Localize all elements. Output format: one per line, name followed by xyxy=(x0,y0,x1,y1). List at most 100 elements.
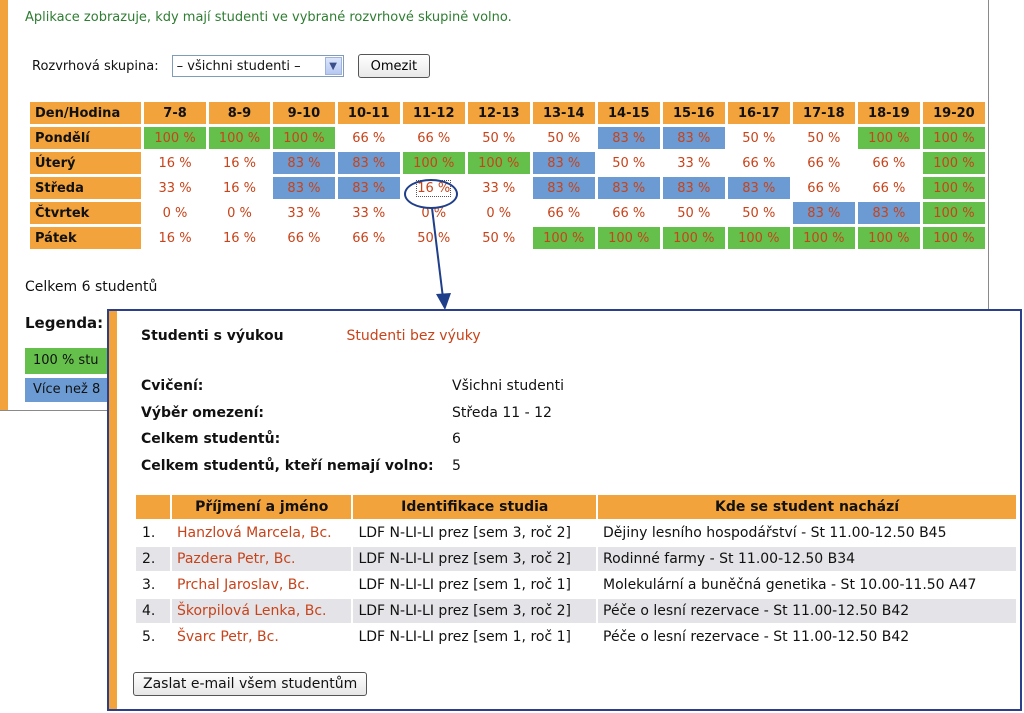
study-id: LDF N-LI-LI prez [sem 3, roč 2] xyxy=(353,599,597,623)
availability-cell[interactable]: 66 % xyxy=(792,177,855,199)
availability-cell[interactable]: 100 % xyxy=(208,127,271,149)
header-hour: 7-8 xyxy=(144,102,206,124)
info-label: Celkem studentů, kteří nemají volno: xyxy=(141,457,434,474)
schedule-group-select[interactable]: – všichni studenti – ▼ xyxy=(171,55,344,77)
day-name: Středa xyxy=(30,177,142,199)
info-row: Výběr omezení: Středa 11 - 12 xyxy=(141,400,564,427)
availability-cell[interactable]: 83 % xyxy=(337,152,400,174)
availability-cell[interactable]: 100 % xyxy=(922,227,985,249)
availability-cell[interactable]: 66 % xyxy=(337,127,400,149)
availability-cell[interactable]: 100 % xyxy=(467,152,530,174)
availability-cell[interactable]: 83 % xyxy=(727,177,790,199)
availability-value: 33 % xyxy=(158,180,192,196)
availability-cell[interactable]: 50 % xyxy=(662,202,725,224)
availability-cell[interactable]: 83 % xyxy=(662,177,725,199)
availability-value: 100 % xyxy=(543,230,585,246)
restrict-button[interactable]: Omezit xyxy=(357,54,431,78)
availability-cell[interactable]: 100 % xyxy=(792,227,855,249)
availability-cell[interactable]: 66 % xyxy=(273,227,335,249)
availability-value: 50 % xyxy=(482,230,516,246)
availability-cell[interactable]: 66 % xyxy=(857,177,920,199)
availability-cell[interactable]: 50 % xyxy=(467,227,530,249)
availability-value: 83 % xyxy=(287,155,321,171)
availability-window: Aplikace zobrazuje, kdy mají studenti ve… xyxy=(0,0,989,411)
student-name-link[interactable]: Švarc Petr, Bc. xyxy=(177,629,279,645)
availability-value: 33 % xyxy=(677,155,711,171)
availability-cell[interactable]: 100 % xyxy=(922,152,985,174)
availability-cell[interactable]: 83 % xyxy=(532,152,595,174)
availability-value: 66 % xyxy=(872,180,906,196)
tab-students-without-class[interactable]: Studenti bez výuky xyxy=(346,328,481,344)
info-value: Středa 11 - 12 xyxy=(452,404,552,421)
availability-cell[interactable]: 50 % xyxy=(597,152,660,174)
availability-cell[interactable]: 100 % xyxy=(273,127,335,149)
availability-cell[interactable]: 16 % xyxy=(208,177,271,199)
info-row: Cvičení: Všichni studenti xyxy=(141,373,564,400)
student-name-link[interactable]: Prchal Jaroslav, Bc. xyxy=(177,577,310,593)
availability-cell[interactable]: 100 % xyxy=(727,227,790,249)
student-row: 4. Škorpilová Lenka, Bc. LDF N-LI-LI prez … xyxy=(136,599,1016,623)
intro-text: Aplikace zobrazuje, kdy mají studenti ve… xyxy=(25,10,512,25)
availability-cell[interactable]: 83 % xyxy=(337,177,400,199)
availability-cell[interactable]: 0 % xyxy=(208,202,271,224)
availability-cell[interactable]: 16 % xyxy=(208,152,271,174)
availability-value: 100 % xyxy=(738,230,780,246)
availability-cell[interactable]: 100 % xyxy=(922,177,985,199)
availability-value: 16 % xyxy=(222,180,256,196)
availability-cell[interactable]: 50 % xyxy=(792,127,855,149)
availability-cell[interactable]: 100 % xyxy=(857,127,920,149)
chevron-down-icon[interactable]: ▼ xyxy=(324,57,342,75)
availability-cell[interactable]: 100 % xyxy=(857,227,920,249)
availability-cell[interactable]: 33 % xyxy=(337,202,400,224)
availability-cell[interactable]: 16 % xyxy=(144,227,206,249)
availability-cell[interactable]: 83 % xyxy=(273,177,335,199)
header-hour: 9-10 xyxy=(273,102,335,124)
availability-cell[interactable]: 83 % xyxy=(597,177,660,199)
availability-cell[interactable]: 66 % xyxy=(337,227,400,249)
availability-cell[interactable]: 33 % xyxy=(467,177,530,199)
availability-cell[interactable]: 83 % xyxy=(532,177,595,199)
availability-cell[interactable]: 100 % xyxy=(402,152,465,174)
availability-cell[interactable]: 66 % xyxy=(402,127,465,149)
availability-cell[interactable]: 50 % xyxy=(727,202,790,224)
availability-cell[interactable]: 50 % xyxy=(532,127,595,149)
availability-cell[interactable]: 100 % xyxy=(597,227,660,249)
availability-cell[interactable]: 66 % xyxy=(597,202,660,224)
availability-cell[interactable]: 16 % xyxy=(208,227,271,249)
availability-cell[interactable]: 0 % xyxy=(144,202,206,224)
tab-students-with-class[interactable]: Studenti s výukou xyxy=(141,328,284,344)
availability-cell[interactable]: 100 % xyxy=(662,227,725,249)
availability-value: 100 % xyxy=(933,180,975,196)
students-column-header: Příjmení a jméno xyxy=(172,495,352,519)
day-row: Středa 33 % 16 % 83 % 83 % 16 % 33 % 83 % 83 % 83… xyxy=(30,177,985,199)
email-all-students-button[interactable]: Zaslat e-mail všem studentům xyxy=(133,672,368,696)
availability-cell[interactable]: 16 % xyxy=(144,152,206,174)
availability-value: 50 % xyxy=(612,155,646,171)
availability-cell[interactable]: 33 % xyxy=(144,177,206,199)
availability-cell[interactable]: 33 % xyxy=(662,152,725,174)
availability-cell[interactable]: 50 % xyxy=(467,127,530,149)
student-name-link[interactable]: Hanzlová Marcela, Bc. xyxy=(177,525,332,541)
availability-cell[interactable]: 83 % xyxy=(792,202,855,224)
student-name-link[interactable]: Pazdera Petr, Bc. xyxy=(172,547,352,571)
availability-cell[interactable]: 66 % xyxy=(792,152,855,174)
availability-cell[interactable]: 100 % xyxy=(532,227,595,249)
availability-cell[interactable]: 83 % xyxy=(857,202,920,224)
availability-cell[interactable]: 83 % xyxy=(662,127,725,149)
availability-cell[interactable]: 66 % xyxy=(532,202,595,224)
availability-cell[interactable]: 50 % xyxy=(402,227,465,249)
student-name-link[interactable]: Škorpilová Lenka, Bc. xyxy=(172,599,352,623)
header-hour: 13-14 xyxy=(532,102,595,124)
availability-cell[interactable]: 83 % xyxy=(273,152,335,174)
selected-cell-highlight xyxy=(404,179,458,209)
availability-cell[interactable]: 66 % xyxy=(857,152,920,174)
availability-cell[interactable]: 66 % xyxy=(727,152,790,174)
availability-cell[interactable]: 100 % xyxy=(922,202,985,224)
students-table: Příjmení a jméno Identifikace studia Kde s… xyxy=(134,493,1018,651)
availability-cell[interactable]: 0 % xyxy=(467,202,530,224)
availability-cell[interactable]: 83 % xyxy=(597,127,660,149)
availability-cell[interactable]: 50 % xyxy=(727,127,790,149)
availability-cell[interactable]: 100 % xyxy=(922,127,985,149)
availability-cell[interactable]: 33 % xyxy=(273,202,335,224)
availability-cell[interactable]: 100 % xyxy=(144,127,206,149)
